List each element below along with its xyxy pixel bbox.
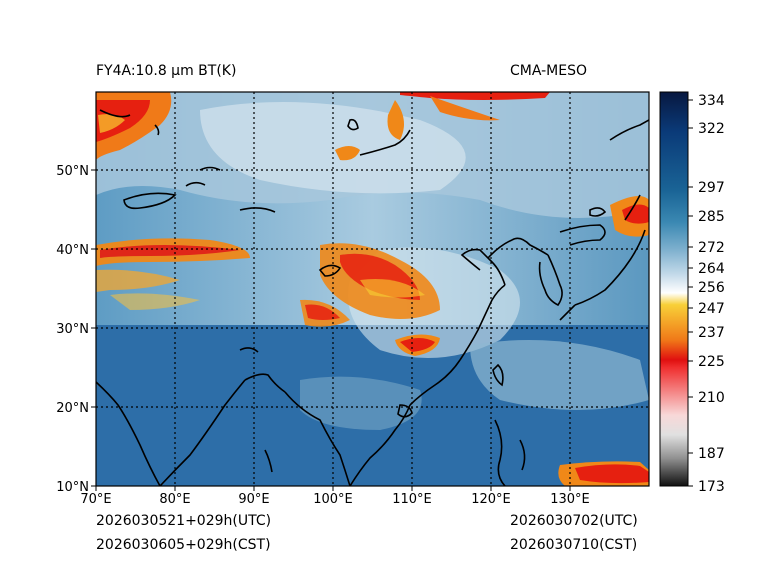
model-source-label: CMA-MESO [510, 63, 588, 79]
map-frame [95, 91, 650, 487]
lat-label-50n: 50°N [56, 164, 89, 179]
init-time-cst: 2026030605+029h(CST) [96, 537, 271, 553]
lat-label-40n: 40°N [56, 243, 89, 258]
lon-label-130e: 130°E [550, 492, 590, 507]
colorbar-tick-210: 210 [698, 390, 725, 406]
lon-label-90e: 90°E [238, 492, 269, 507]
graticule [96, 92, 649, 486]
lat-label-20n: 20°N [56, 401, 89, 416]
colorbar-tick-272: 272 [698, 240, 725, 256]
colorbar-tick-237: 237 [698, 325, 725, 341]
lon-label-80e: 80°E [159, 492, 190, 507]
lon-label-100e: 100°E [313, 492, 353, 507]
lat-label-10n: 10°N [56, 480, 89, 495]
colorbar-tick-256: 256 [698, 280, 725, 296]
colorbar-tick-264: 264 [698, 261, 725, 277]
valid-time-utc: 2026030702(UTC) [510, 513, 638, 529]
valid-time-cst: 2026030710(CST) [510, 537, 638, 553]
colorbar-tick-187: 187 [698, 446, 725, 462]
colorbar-tick-297: 297 [698, 180, 725, 196]
init-time-utc: 2026030521+029h(UTC) [96, 513, 272, 529]
coastlines [96, 109, 649, 486]
lon-label-120e: 120°E [471, 492, 511, 507]
colorbar-tick-173: 173 [698, 479, 725, 495]
colorbar-tick-285: 285 [698, 209, 725, 225]
chart-title: FY4A:10.8 µm BT(K) [96, 63, 237, 79]
lon-label-110e: 110°E [392, 492, 432, 507]
lat-label-30n: 30°N [56, 322, 89, 337]
colorbar-tick-322: 322 [698, 121, 725, 137]
satellite-image [96, 92, 649, 486]
colorbar-tick-334: 334 [698, 93, 725, 109]
colorbar-tick-247: 247 [698, 301, 725, 317]
lon-label-70e: 70°E [80, 492, 111, 507]
colorbar-tick-225: 225 [698, 354, 725, 370]
colorbar [660, 92, 688, 486]
